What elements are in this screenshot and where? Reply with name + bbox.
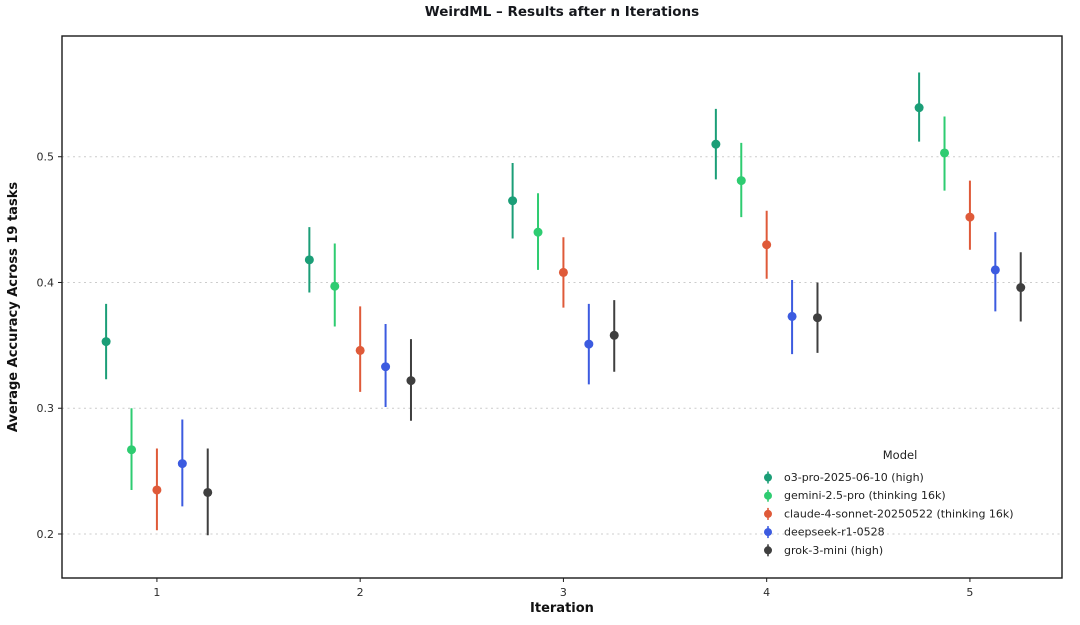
data-point <box>1016 283 1026 293</box>
legend-label: claude-4-sonnet-20250522 (thinking 16k) <box>784 507 1014 520</box>
data-point <box>584 339 594 349</box>
plot-border <box>61 35 1063 579</box>
data-point <box>152 485 162 495</box>
data-point <box>762 240 772 250</box>
legend-label: deepseek-r1-0528 <box>784 526 885 539</box>
legend: Model o3-pro-2025-06-10 (high) gemini-2.5-… <box>764 448 1014 557</box>
data-point <box>177 459 187 469</box>
legend-marker-dot <box>764 528 772 537</box>
y-axis-label: Average Accuracy Across 19 tasks <box>6 182 21 432</box>
data-point <box>914 103 924 113</box>
series-5 <box>203 252 1026 536</box>
legend-marker-dot <box>764 546 772 555</box>
legend-marker-dot <box>764 473 772 482</box>
data-point <box>355 345 365 355</box>
data-point <box>101 337 111 347</box>
data-point <box>990 265 1000 275</box>
x-tick-label: 2 <box>357 586 364 599</box>
data-point <box>711 139 721 149</box>
data-point <box>609 330 619 340</box>
legend-marker-dot <box>764 491 772 500</box>
series-2 <box>127 116 950 490</box>
y-tick-label: 0.5 <box>37 151 55 164</box>
legend-title: Model <box>883 448 918 462</box>
plot-area: 0.2 0.3 0.4 0.5 1 2 3 4 5 Model o3-pro-2025-06-10 … <box>37 35 1063 599</box>
legend-label: gemini-2.5-pro (thinking 16k) <box>784 489 946 502</box>
y-tick-label: 0.3 <box>37 402 55 415</box>
series-4 <box>177 232 1000 507</box>
data-point <box>558 267 568 277</box>
data-point <box>330 281 340 291</box>
series-3 <box>152 180 975 531</box>
x-tick-label: 4 <box>763 586 770 599</box>
chart-title: WeirdML – Results after n Iterations <box>425 4 699 20</box>
data-point <box>533 227 543 237</box>
data-point <box>940 148 950 158</box>
x-tick-label: 1 <box>153 586 160 599</box>
data-point <box>812 313 822 323</box>
legend-label: grok-3-mini (high) <box>784 544 883 557</box>
data-point <box>736 176 746 186</box>
x-tick-label: 3 <box>560 586 567 599</box>
data-point <box>381 362 391 372</box>
legend-marker-dot <box>764 509 772 518</box>
x-axis-label: Iteration <box>530 601 594 616</box>
x-tick-label: 5 <box>966 586 973 599</box>
y-tick-label: 0.2 <box>37 528 55 541</box>
data-point <box>508 196 518 206</box>
data-point <box>304 255 314 265</box>
y-tick-label: 0.4 <box>37 276 55 289</box>
data-point <box>787 311 797 321</box>
legend-label: o3-pro-2025-06-10 (high) <box>784 471 924 484</box>
data-point <box>406 376 416 386</box>
series-1 <box>101 72 924 380</box>
data-point <box>965 212 975 222</box>
data-point <box>203 487 213 497</box>
data-point <box>127 445 137 455</box>
